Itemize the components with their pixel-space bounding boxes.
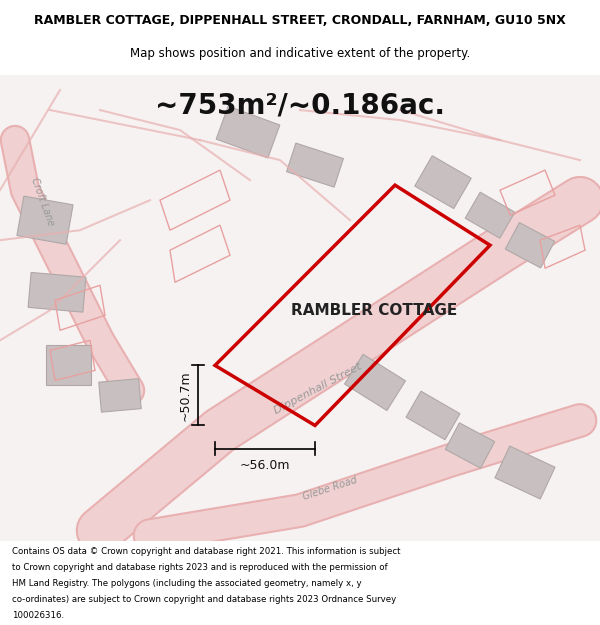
Text: ~50.7m: ~50.7m (179, 370, 192, 421)
Text: Dippenhall Street: Dippenhall Street (272, 361, 364, 416)
Bar (445, 423, 495, 468)
Text: Contains OS data © Crown copyright and database right 2021. This information is : Contains OS data © Crown copyright and d… (12, 548, 401, 556)
Bar (216, 106, 280, 158)
Bar (28, 272, 86, 312)
Bar (344, 354, 406, 411)
Bar (17, 196, 73, 244)
Text: 100026316.: 100026316. (12, 611, 64, 621)
Text: Map shows position and indicative extent of the property.: Map shows position and indicative extent… (130, 48, 470, 61)
Text: ~56.0m: ~56.0m (240, 459, 290, 471)
Text: ~753m²/~0.186ac.: ~753m²/~0.186ac. (155, 91, 445, 119)
Bar (46, 346, 91, 386)
Bar (505, 222, 555, 268)
Text: Glebe Road: Glebe Road (302, 475, 358, 502)
Bar (465, 192, 515, 238)
Text: to Crown copyright and database rights 2023 and is reproduced with the permissio: to Crown copyright and database rights 2… (12, 563, 388, 572)
Text: co-ordinates) are subject to Crown copyright and database rights 2023 Ordnance S: co-ordinates) are subject to Crown copyr… (12, 596, 396, 604)
Bar (99, 379, 141, 412)
Bar (406, 391, 460, 440)
Bar (415, 156, 471, 209)
Bar (495, 446, 555, 499)
Text: RAMBLER COTTAGE, DIPPENHALL STREET, CRONDALL, FARNHAM, GU10 5NX: RAMBLER COTTAGE, DIPPENHALL STREET, CRON… (34, 14, 566, 28)
Bar (287, 143, 343, 187)
Text: RAMBLER COTTAGE: RAMBLER COTTAGE (290, 303, 457, 318)
Text: HM Land Registry. The polygons (including the associated geometry, namely x, y: HM Land Registry. The polygons (includin… (12, 579, 362, 589)
Text: Croft Lane: Croft Lane (29, 177, 55, 227)
